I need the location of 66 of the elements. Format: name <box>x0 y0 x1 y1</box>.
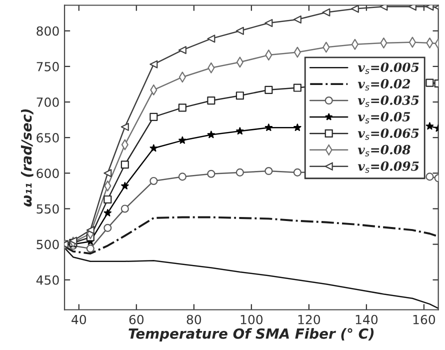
point <box>207 34 216 43</box>
point <box>104 208 112 216</box>
point <box>178 136 186 144</box>
point <box>207 130 216 138</box>
point <box>264 124 273 131</box>
point <box>178 104 186 112</box>
point <box>293 15 302 24</box>
y-tick-label: 450 <box>36 275 59 285</box>
point <box>236 26 244 35</box>
legend-label: v$_{s}$=0.005 <box>358 62 419 74</box>
y-tick-label: 750 <box>36 62 59 72</box>
point <box>380 5 388 11</box>
point <box>104 195 112 204</box>
point <box>293 168 302 176</box>
y-tick-label: 600 <box>36 168 59 178</box>
point <box>86 244 94 253</box>
point <box>207 170 216 178</box>
legend-label: v$_{s}$=0.035 <box>358 96 419 107</box>
point <box>120 160 129 169</box>
point <box>104 224 112 232</box>
point <box>86 226 94 234</box>
y-tick-label: 500 <box>36 240 59 250</box>
point <box>104 169 112 178</box>
point <box>150 144 158 152</box>
y-tick-label: 700 <box>36 97 59 107</box>
x-tick-label: 80 <box>186 314 202 324</box>
point <box>293 84 302 92</box>
point <box>426 5 434 11</box>
point <box>264 86 273 94</box>
x-tick-label: 60 <box>129 314 144 324</box>
y-tick-label: 800 <box>36 26 59 36</box>
point <box>207 96 216 105</box>
point <box>236 127 244 135</box>
x-tick-label: 100 <box>240 314 263 324</box>
point <box>408 5 416 11</box>
point <box>150 60 158 68</box>
point <box>322 8 330 16</box>
point <box>150 176 158 186</box>
point <box>294 124 302 131</box>
legend-label: v$_{s}$=0.08 <box>358 144 410 156</box>
point <box>264 166 273 176</box>
x-axis-title: Temperature Of SMA Fiber (° C) <box>128 328 374 342</box>
point <box>120 204 129 213</box>
y-axis-title: ω₁₁ (rad/sec) <box>20 109 34 206</box>
legend-label: v$_{s}$=0.065 <box>358 128 419 140</box>
legend-label: v$_{s}$=0.05 <box>358 112 410 124</box>
y-tick-label: 550 <box>36 204 59 214</box>
legend-label: v$_{s}$=0.095 <box>358 161 419 173</box>
point <box>426 172 434 181</box>
point <box>178 46 186 54</box>
point <box>178 172 186 181</box>
point <box>350 5 359 13</box>
point <box>264 19 273 28</box>
point <box>236 168 244 176</box>
point <box>150 112 158 121</box>
point <box>426 78 434 87</box>
y-tick-label: 650 <box>36 133 59 143</box>
x-tick-label: 160 <box>413 314 436 324</box>
x-tick-label: 120 <box>298 314 320 324</box>
legend-label: v$_{s}$=0.02 <box>358 79 410 90</box>
point <box>120 122 129 131</box>
point <box>236 92 244 100</box>
x-tick-label: 140 <box>356 314 378 324</box>
point <box>426 122 434 130</box>
point <box>121 182 129 190</box>
x-tick-label: 40 <box>72 314 86 324</box>
